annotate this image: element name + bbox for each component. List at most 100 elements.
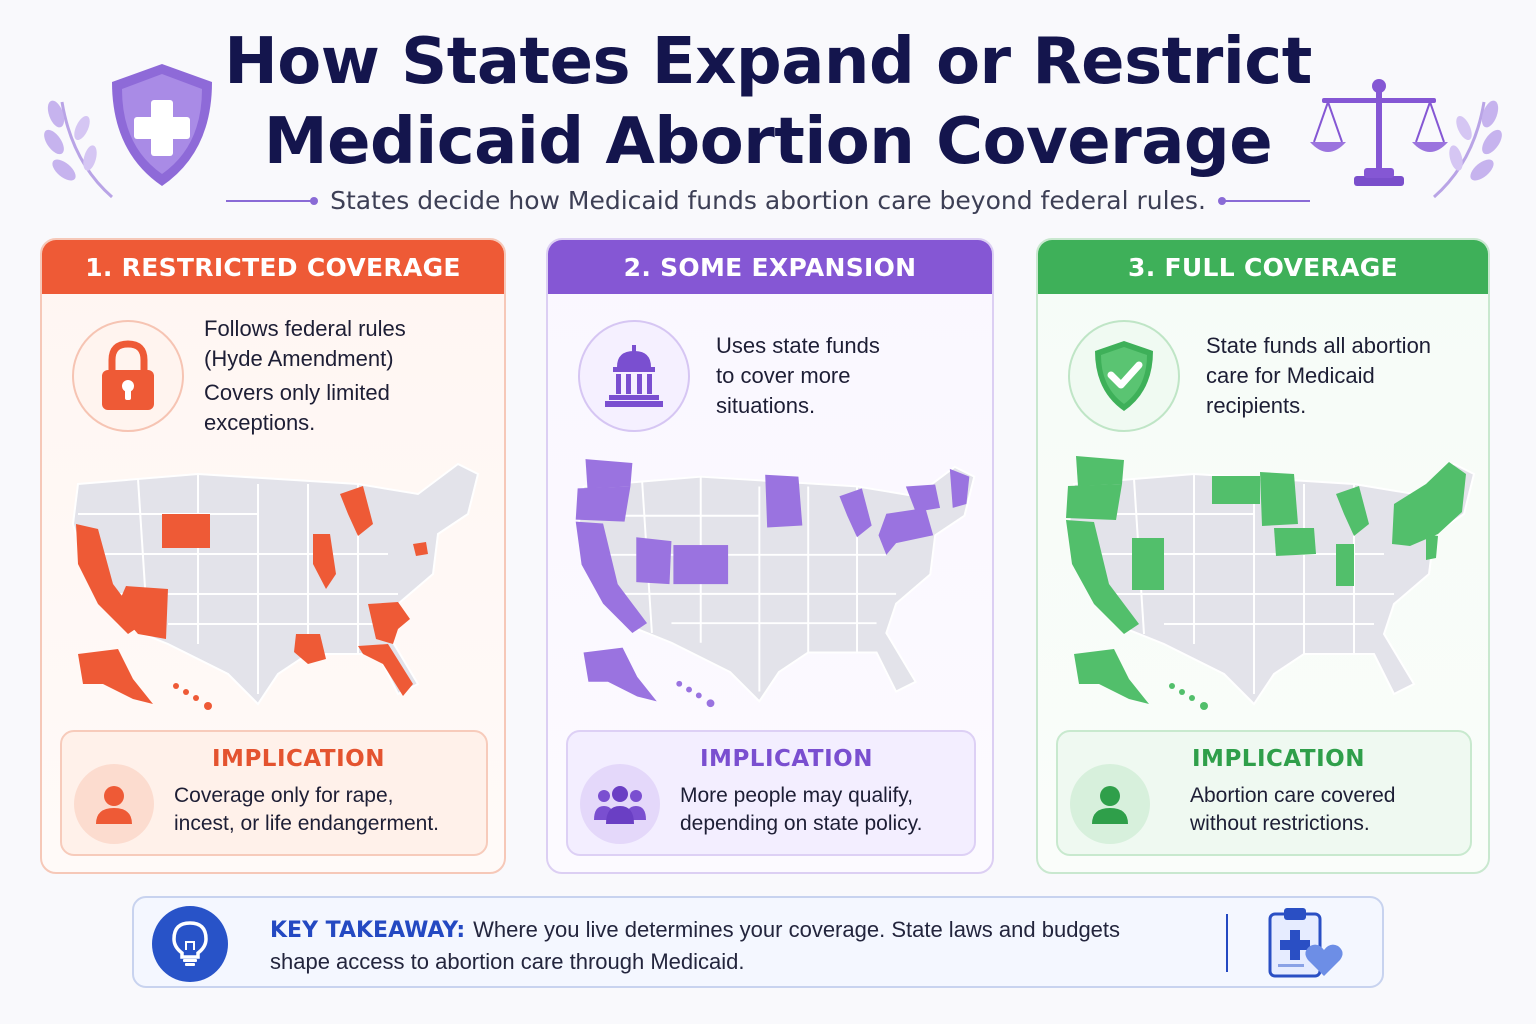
us-map-some-expansion (575, 459, 976, 708)
implication-line: depending on state policy. (680, 812, 923, 835)
state-minnesota (765, 474, 803, 528)
implication-text: Coverage only for rape, incest, or life … (174, 782, 478, 838)
implication-label: IMPLICATION (212, 746, 385, 772)
takeaway-text: KEY TAKEAWAY: Where you live determines y… (270, 914, 1210, 977)
card-heading: 2. SOME EXPANSION (548, 240, 992, 294)
state-arizona (116, 586, 168, 639)
icon-circle (578, 320, 690, 432)
state-oregon (575, 486, 631, 522)
state-new-jersey (1426, 534, 1438, 560)
title-line-1: How States Expand or Restrict (224, 25, 1312, 99)
state-michigan (340, 486, 373, 536)
padlock-icon (102, 340, 154, 410)
scales-of-justice-icon (1310, 79, 1448, 186)
intro-line: to cover more (716, 363, 851, 388)
subtitle-divider-left (226, 196, 319, 205)
laurel-left-icon (44, 100, 113, 199)
state-wyoming (162, 514, 210, 548)
subtitle-divider-right (1217, 196, 1310, 205)
us-map-restricted (71, 462, 480, 710)
card-some-expansion: 2. SOME EXPANSION Uses state funds to co… (546, 238, 994, 874)
implication-line: without restrictions. (1190, 812, 1370, 835)
implication-box: IMPLICATION Coverage only for rape, ince… (60, 730, 488, 856)
takeaway-label: KEY TAKEAWAY: (270, 918, 466, 943)
group-of-people-icon (594, 786, 646, 824)
intro-line: (Hyde Amendment) (204, 346, 394, 371)
page-title: How States Expand or Restrict Medicaid A… (0, 22, 1536, 182)
icon-circle (72, 320, 184, 432)
card-heading: 3. FULL COVERAGE (1038, 240, 1488, 294)
state-new-york (905, 484, 941, 512)
full-coverage-states (1066, 456, 1466, 710)
person-icon (1092, 786, 1128, 824)
intro-line: care for Medicaid (1206, 363, 1375, 388)
state-michigan (1336, 486, 1369, 536)
state-washington (1076, 456, 1124, 486)
intro-text: Follows federal rules (Hyde Amendment) C… (204, 314, 406, 438)
state-illinois (313, 534, 336, 589)
restricted-states (76, 486, 428, 710)
card-heading: 1. RESTRICTED COVERAGE (42, 240, 504, 294)
implication-label: IMPLICATION (700, 746, 873, 772)
avatar (1070, 764, 1150, 844)
implication-text: More people may qualify, depending on st… (680, 782, 966, 838)
person-icon (96, 786, 132, 824)
avatar (74, 764, 154, 844)
intro-line: Covers only limited (204, 380, 390, 405)
state-maryland (413, 542, 428, 556)
state-minnesota (1260, 472, 1298, 526)
intro-line: situations. (716, 393, 816, 418)
card-intro: Follows federal rules (Hyde Amendment) C… (72, 316, 484, 436)
icon-circle (1068, 320, 1180, 432)
takeaway-body-2: shape access to abortion care through Me… (270, 949, 745, 974)
implication-label: IMPLICATION (1192, 746, 1365, 772)
state-north-dakota (1212, 476, 1260, 504)
clipboard-heart-icon (1268, 908, 1343, 978)
state-georgia-carolina (368, 602, 410, 644)
state-alaska (1074, 649, 1149, 704)
takeaway-body-1: Where you live determines your coverage.… (473, 917, 1121, 942)
state-colorado (673, 545, 729, 585)
us-map-full-coverage (1066, 456, 1476, 710)
state-new-york-new-england (1392, 462, 1466, 546)
state-iowa (1274, 528, 1316, 556)
state-california (575, 521, 648, 633)
shield-plus-icon (112, 64, 212, 186)
state-oregon (1066, 484, 1122, 520)
takeaway-divider (1226, 914, 1228, 972)
card-full-coverage: 3. FULL COVERAGE State funds all abortio… (1036, 238, 1490, 874)
state-hawaii (1169, 683, 1175, 689)
implication-text: Abortion care covered without restrictio… (1190, 782, 1462, 838)
state-nevada-utah (636, 537, 672, 585)
state-alaska (583, 647, 657, 702)
card-intro: State funds all abortion care for Medica… (1068, 316, 1468, 436)
state-maine (949, 468, 970, 508)
state-louisiana (294, 634, 326, 664)
lightbulb-badge (152, 906, 228, 982)
capitol-building-icon (605, 345, 663, 407)
title-line-2: Medicaid Abortion Coverage (263, 105, 1273, 179)
us-map-base (71, 462, 480, 706)
state-alaska (78, 649, 153, 704)
key-takeaway-banner: KEY TAKEAWAY: Where you live determines y… (132, 896, 1384, 988)
state-california (1066, 520, 1139, 634)
card-restricted-coverage: 1. RESTRICTED COVERAGE Follows federal r… (40, 238, 506, 874)
takeaway-line-1: KEY TAKEAWAY: Where you live determines y… (270, 914, 1210, 946)
state-hawaii (173, 683, 179, 689)
shield-check-icon (1095, 341, 1153, 411)
state-michigan (839, 488, 872, 538)
expansion-states (575, 459, 970, 708)
state-indiana (1336, 544, 1354, 586)
state-utah (1132, 538, 1164, 590)
implication-line: More people may qualify, (680, 784, 914, 807)
intro-line: exceptions. (204, 410, 316, 435)
avatar (580, 764, 660, 844)
intro-line: Follows federal rules (204, 316, 406, 341)
implication-box: IMPLICATION More people may qualify, dep… (566, 730, 976, 856)
intro-text: Uses state funds to cover more situation… (716, 331, 880, 421)
intro-text: State funds all abortion care for Medica… (1206, 331, 1431, 421)
intro-line: State funds all abortion (1206, 333, 1432, 358)
us-map-base (577, 465, 976, 703)
state-washington (585, 459, 633, 489)
implication-line: Coverage only for rape, (174, 784, 394, 807)
